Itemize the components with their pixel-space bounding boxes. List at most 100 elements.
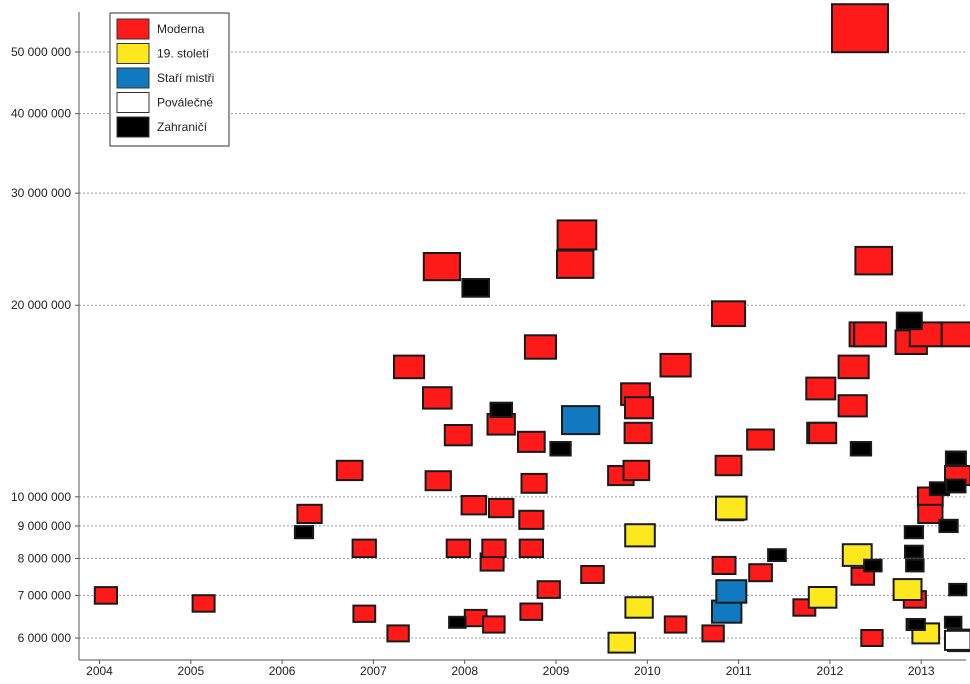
axes: [78, 12, 966, 661]
x-tick-label: 2007: [360, 664, 387, 678]
data-point: [518, 509, 545, 530]
data-point: [904, 544, 924, 559]
data-point: [917, 503, 944, 524]
data-point: [293, 525, 315, 540]
data-point: [351, 538, 377, 559]
data-point: [481, 538, 507, 559]
legend-swatch: [116, 18, 150, 40]
legend: Moderna 19. století Staří mistři Poválečné Z…: [109, 12, 230, 147]
data-point: [393, 354, 426, 380]
y-tick-label: 8 000 000: [18, 551, 72, 565]
y-tick-label: 9 000 000: [18, 519, 72, 533]
data-point: [386, 624, 410, 643]
data-point: [622, 459, 651, 482]
data-point: [556, 219, 598, 251]
data-point: [335, 459, 364, 482]
data-point: [520, 472, 548, 494]
data-point: [903, 525, 924, 540]
data-point: [895, 311, 923, 331]
x-tick-label: 2010: [634, 664, 661, 678]
data-point: [93, 586, 119, 605]
data-point: [853, 321, 888, 348]
data-point: [748, 563, 773, 583]
data-point: [624, 396, 655, 420]
data-point: [854, 245, 894, 276]
legend-swatch: [116, 67, 150, 89]
data-point: [659, 352, 692, 378]
data-point: [517, 430, 546, 453]
legend-label: Poválečné: [157, 96, 213, 110]
data-point: [296, 503, 323, 524]
legend-label: 19. století: [157, 47, 210, 61]
data-point: [607, 631, 636, 654]
data-point: [422, 386, 453, 410]
data-point: [663, 615, 688, 634]
x-tick-label: 2012: [817, 664, 844, 678]
x-tick-label: 2009: [543, 664, 570, 678]
data-point: [714, 454, 743, 477]
x-tick-label: 2008: [451, 664, 478, 678]
data-point: [624, 523, 656, 548]
legend-swatch: [116, 92, 150, 113]
data-point: [448, 615, 467, 629]
data-point: [519, 602, 544, 621]
data-point: [837, 354, 870, 380]
data-point: [488, 497, 515, 519]
data-point: [711, 300, 747, 328]
data-point: [460, 495, 488, 516]
data-point: [443, 424, 473, 447]
y-tick-label: 30 000 000: [11, 186, 71, 200]
y-tick-label: 50 000 000: [11, 45, 71, 59]
data-point: [945, 478, 967, 494]
y-axis-ticks: 6 000 000 7 000 000 8 000 000 9 000 000 10 0…: [11, 45, 79, 645]
data-point: [623, 421, 653, 445]
data-point: [860, 629, 884, 647]
data-point: [422, 252, 461, 282]
data-point: [807, 586, 838, 609]
data-point: [523, 334, 558, 360]
data-point: [808, 421, 838, 445]
data-point: [944, 450, 967, 466]
data-point: [352, 604, 377, 623]
x-tick-label: 2006: [269, 664, 296, 678]
x-tick-label: 2005: [177, 664, 204, 678]
y-tick-label: 40 000 000: [11, 107, 71, 121]
y-tick-label: 10 000 000: [11, 490, 71, 504]
data-point: [805, 376, 837, 401]
data-point: [556, 249, 595, 279]
data-point: [518, 538, 545, 559]
data-point: [482, 615, 506, 634]
data-point: [905, 558, 925, 573]
x-tick-label: 2011: [726, 664, 752, 678]
data-point: [938, 518, 959, 533]
data-point: [580, 565, 605, 584]
y-tick-label: 7 000 000: [18, 588, 72, 602]
data-point: [849, 441, 873, 457]
legend-label: Zahraničí: [157, 120, 208, 134]
y-tick-label: 6 000 000: [18, 631, 72, 645]
data-point: [191, 594, 216, 613]
data-point: [711, 555, 737, 576]
data-point: [701, 624, 725, 643]
x-tick-label: 2013: [908, 664, 935, 678]
data-point: [711, 599, 743, 624]
data-point: [863, 558, 883, 573]
legend-swatch: [116, 116, 150, 138]
data-point: [424, 470, 452, 492]
legend-label: Moderna: [157, 22, 205, 36]
data-point: [944, 629, 970, 651]
data-point: [746, 428, 775, 451]
data-point: [561, 405, 601, 436]
data-point: [892, 578, 923, 601]
data-point: [831, 3, 889, 54]
data-point: [943, 615, 963, 629]
data-point: [536, 580, 561, 599]
data-point: [907, 618, 926, 631]
data-point: [549, 441, 572, 457]
legend-swatch: [116, 43, 150, 64]
data-point: [461, 278, 490, 298]
data-point: [715, 495, 748, 521]
data-point: [837, 394, 868, 418]
data-point: [948, 582, 968, 597]
